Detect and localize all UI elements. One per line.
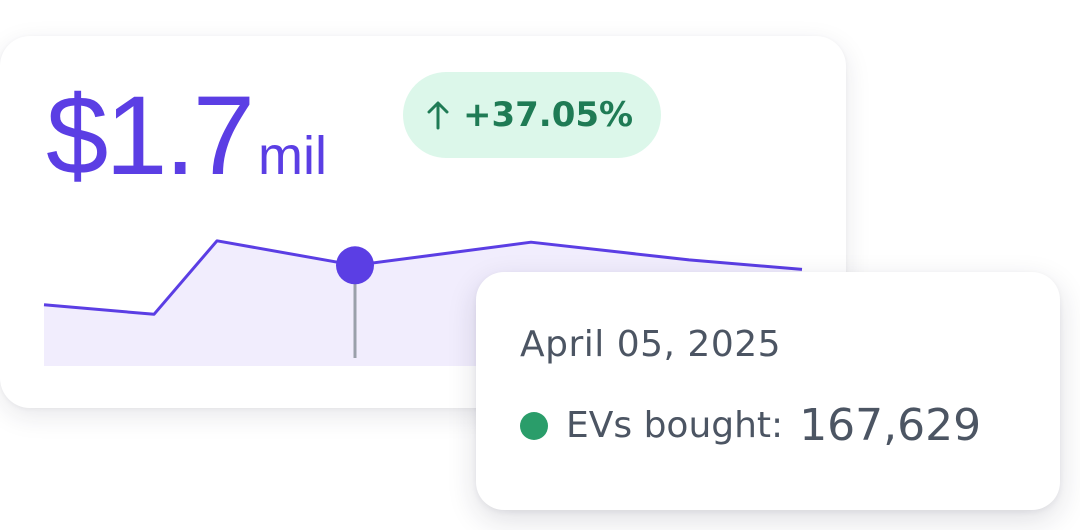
tooltip-series-row: EVs bought: 167,629: [520, 400, 981, 451]
highlight-point[interactable]: [336, 246, 374, 285]
tooltip-value: 167,629: [799, 400, 982, 451]
series-dot-icon: [520, 411, 548, 440]
tooltip-series-label: EVs bought:: [566, 405, 784, 446]
series-line: [43, 239, 803, 316]
headline-value: $1.7: [46, 73, 255, 198]
headline: $1.7 mil: [46, 80, 327, 192]
tooltip-date: April 05, 2025: [520, 324, 782, 365]
arrow-up-icon: [427, 100, 449, 130]
headline-unit: mil: [257, 126, 327, 186]
change-badge: +37.05%: [403, 72, 662, 158]
chart-tooltip: April 05, 2025 EVs bought: 167,629: [476, 272, 1060, 510]
change-badge-text: +37.05%: [463, 95, 634, 135]
revenue-card: $1.7 mil +37.05%: [0, 36, 846, 408]
